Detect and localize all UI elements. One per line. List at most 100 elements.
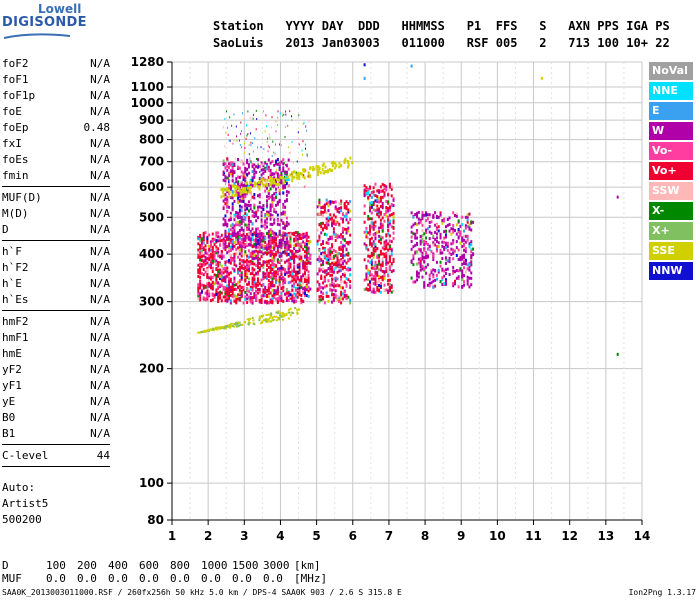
echo-point [228,190,231,194]
echo-point [412,223,415,227]
echo-point [278,245,281,249]
echo-point [239,183,241,186]
echo-point [231,236,234,240]
echo-point [463,261,466,265]
echo-point [444,229,447,233]
echo-point [332,232,335,236]
echo-point [291,176,294,180]
echo-point [307,261,310,265]
echo-point [234,186,236,189]
echo-point [316,168,319,172]
echo-point [336,260,339,264]
echo-point [256,216,259,220]
header-values-cell: Jan03 [321,36,358,50]
echo-point [289,294,292,298]
echo-point [463,274,466,278]
echo-point [351,161,354,165]
echo-point [198,331,201,334]
echo-point [264,288,267,292]
echo-point [372,208,375,212]
echo-point [244,250,247,254]
echo-point [616,195,619,199]
echo-point [365,274,368,278]
echo-point [238,265,241,269]
echo-point [197,283,200,287]
param-row: h`E N/A [2,276,110,292]
echo-point [285,288,288,292]
echo-point [455,240,458,244]
echo-point [240,241,243,245]
echo-point [278,223,281,227]
echo-point [242,112,244,115]
echo-point [287,158,290,162]
echo-point [220,233,223,237]
echo-point [260,177,263,181]
echo-point [271,301,274,305]
echo-point [287,167,290,171]
echo-point [334,289,337,293]
echo-point [331,245,334,249]
header-values-cell: 713 [568,36,590,50]
echo-point [470,283,473,287]
echo-point [287,240,290,244]
echo-point [383,240,386,244]
echo-point [273,238,276,242]
echo-point [249,272,252,276]
echo-point [282,158,285,162]
echo-point [231,285,234,289]
echo-point [437,225,440,229]
y-tick-label: 600 [139,180,164,194]
echo-point [293,244,296,248]
echo-point [316,258,319,262]
echo-point [338,246,341,250]
echo-point [248,184,250,187]
echo-point [376,271,379,275]
echo-point [269,174,272,178]
echo-point [246,301,249,305]
echo-point [307,256,310,260]
echo-point [233,193,236,197]
echo-point [365,191,368,195]
echo-point [280,242,283,246]
echo-point [370,290,373,294]
echo-point [275,162,278,166]
echo-point [211,247,214,251]
echo-point [233,257,236,261]
echo-point [273,176,276,180]
echo-point [385,206,388,210]
echo-point [240,254,243,258]
echo-point [365,235,368,239]
echo-point [452,223,455,227]
echo-point [211,253,214,257]
echo-point [285,271,288,275]
echo-point [253,257,256,261]
echo-point [329,200,332,204]
header-labels: Station YYYY DAY DDD HHMMSS P1 FFS S AXN PPS IGA PS [213,18,683,35]
echo-point [421,251,424,255]
echo-point [219,293,221,297]
echo-point [285,190,288,194]
echo-point [316,228,319,232]
echo-point [237,165,240,169]
echo-point [264,275,267,279]
echo-point [227,133,229,136]
echo-point [298,268,301,272]
echo-point [340,275,343,279]
echo-point [392,237,395,241]
param-value: N/A [90,331,110,344]
echo-point [244,266,247,270]
distance-row-unit: [km] [294,559,321,572]
echo-point [273,284,276,288]
echo-point [444,243,447,247]
echo-point [206,268,209,272]
echo-point [226,285,229,289]
echo-point [229,325,232,328]
echo-point [331,164,334,168]
echo-point [331,250,334,254]
echo-point [266,195,268,199]
echo-point [392,215,395,219]
echo-point [388,234,391,238]
echo-point [452,241,455,245]
echo-point [379,190,382,194]
echo-point [235,223,238,227]
